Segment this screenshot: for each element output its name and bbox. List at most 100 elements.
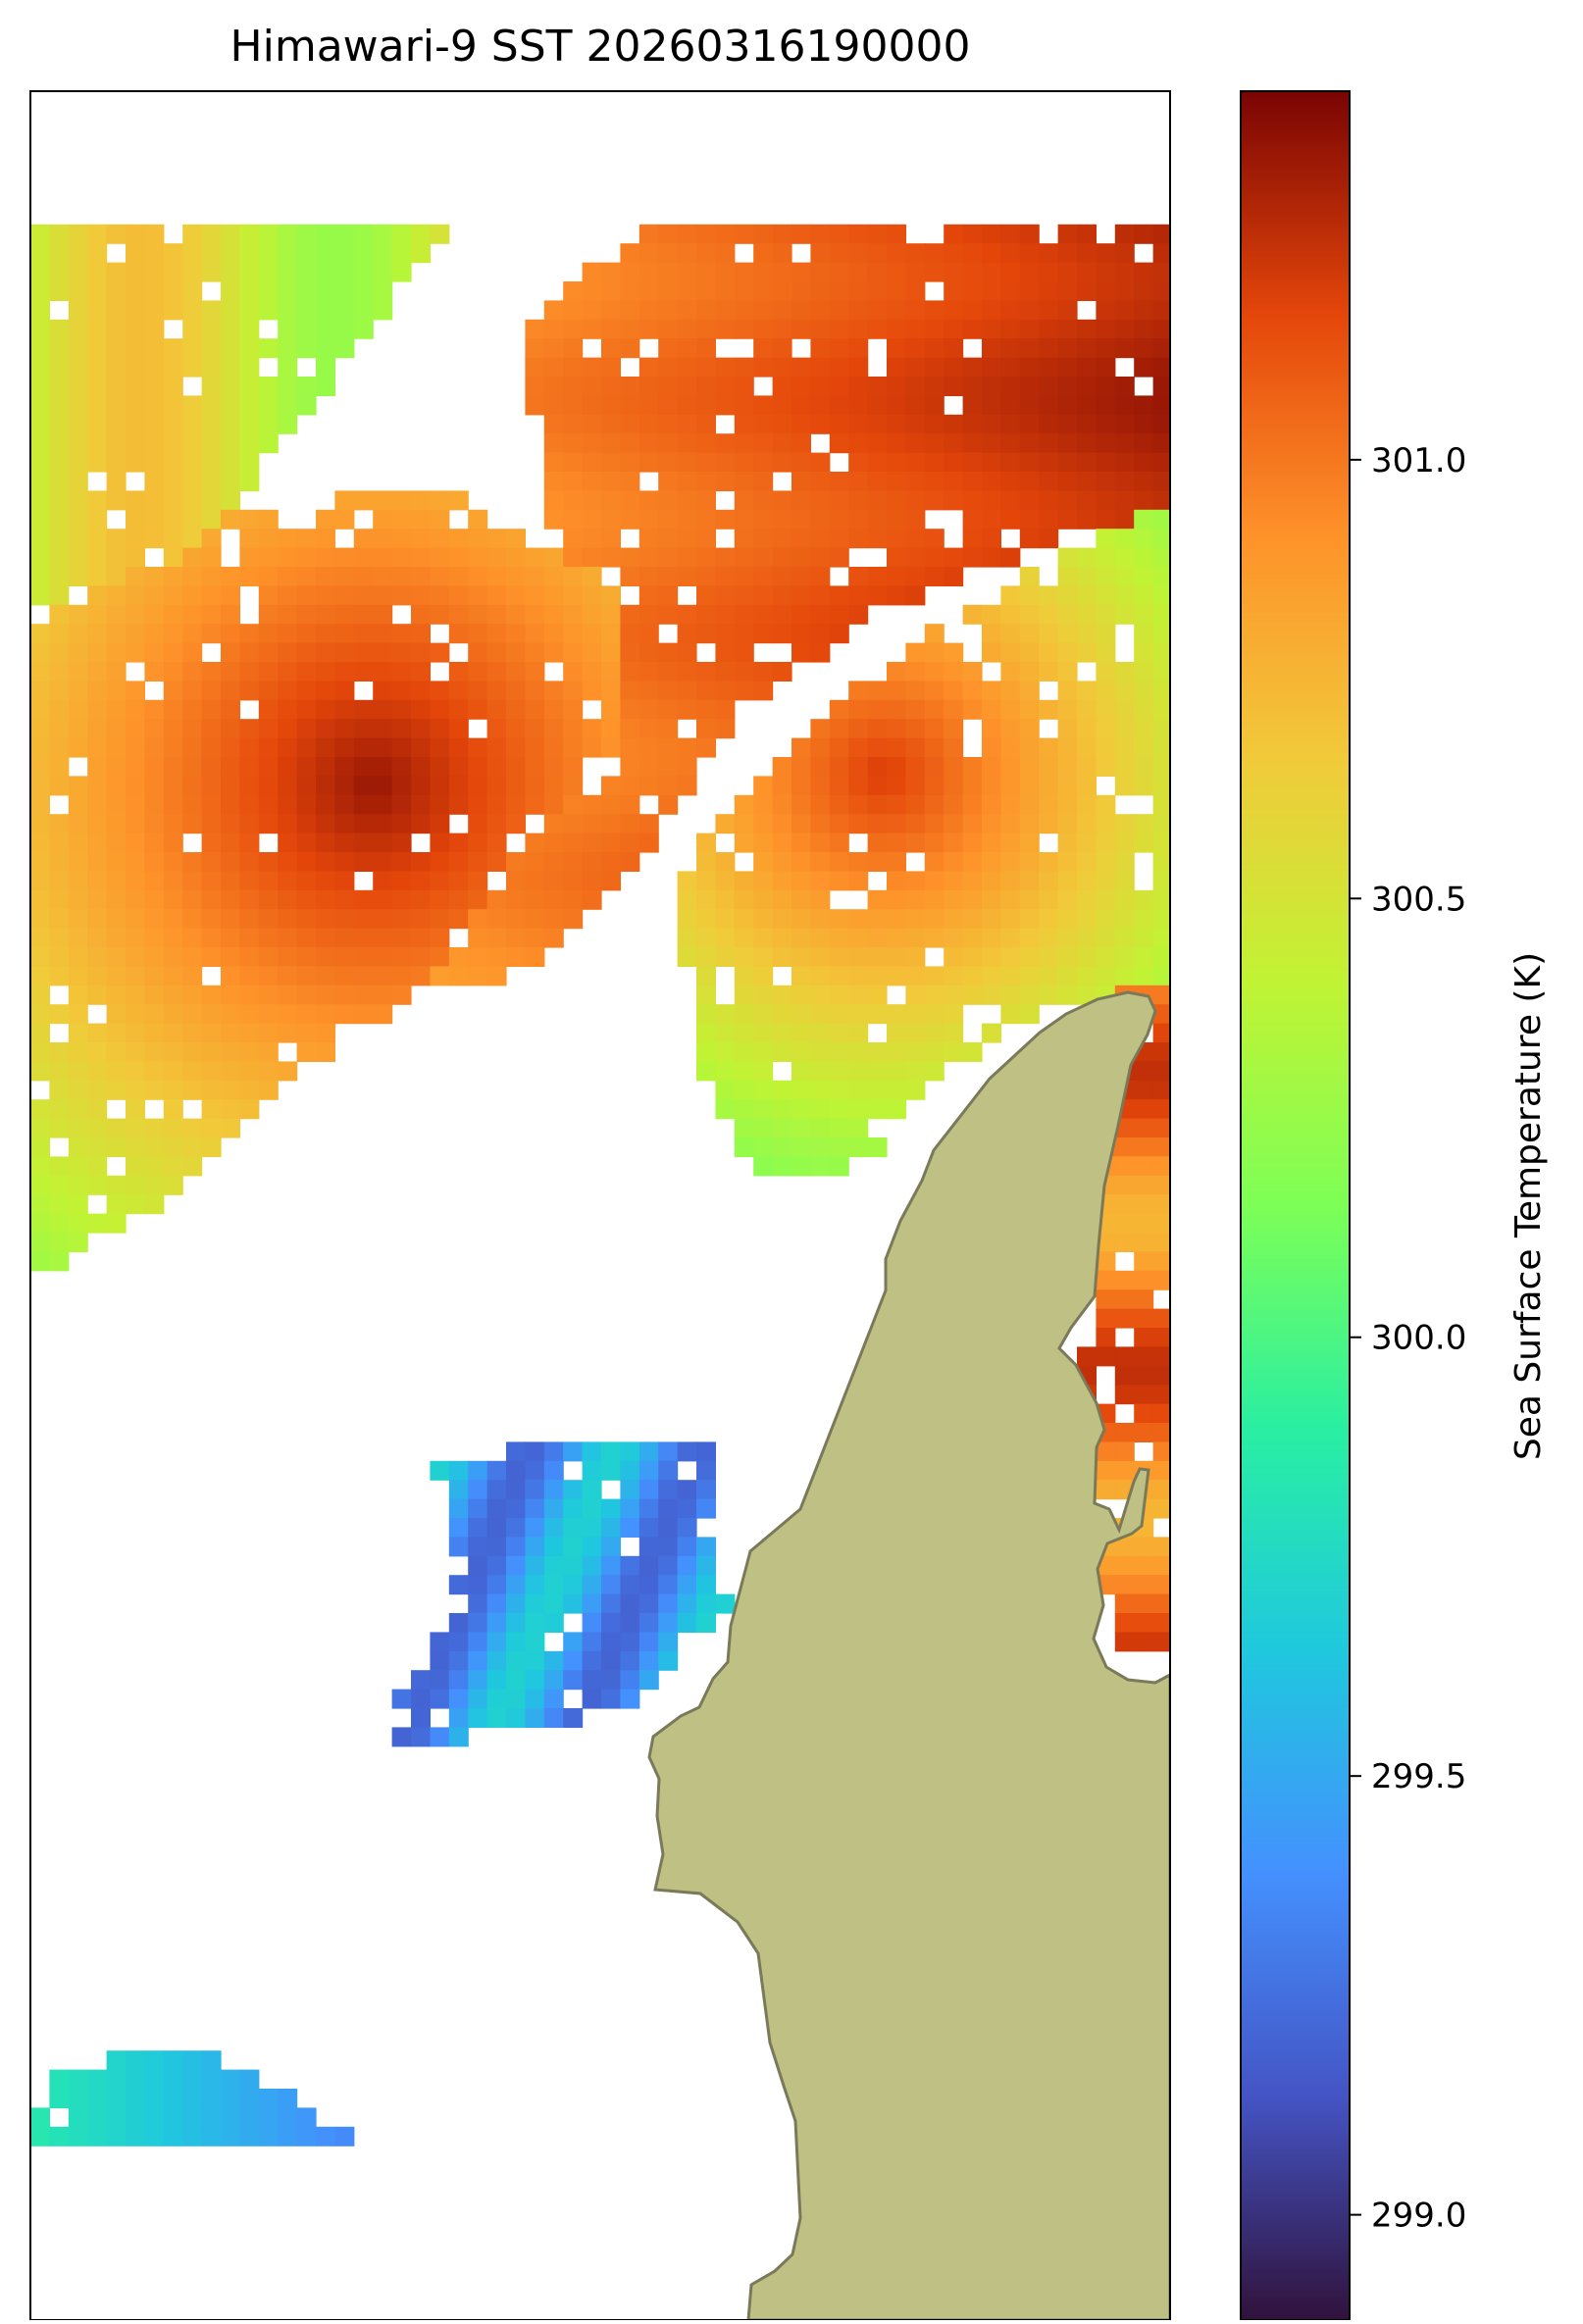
sst-pixel [163,585,183,606]
sst-pixel [905,300,926,321]
sst-pixel [658,776,679,796]
sst-pixel [792,529,811,549]
sst-pixel [792,567,811,586]
sst-pixel [1134,814,1154,834]
sst-pixel [944,757,964,777]
sst-pixel [30,871,50,891]
sst-pixel [962,472,983,491]
sst-pixel [506,1441,526,1462]
sst-pixel [296,1004,317,1025]
sst-pixel [1152,1308,1170,1329]
sst-pixel [486,567,507,586]
sst-pixel [506,624,526,644]
sst-pixel [753,794,774,815]
sst-pixel [1019,529,1040,549]
sst-pixel [182,662,203,682]
sst-pixel [182,547,203,568]
sst-pixel [1096,966,1116,986]
sst-pixel [1019,947,1040,967]
sst-pixel [887,243,906,264]
sst-pixel [1057,395,1078,416]
sst-pixel [715,243,736,264]
sst-pixel [829,319,849,339]
sst-pixel [486,1460,507,1481]
sst-pixel [1096,509,1116,530]
sst-pixel [810,338,831,359]
sst-pixel [49,319,70,339]
sst-pixel [1077,814,1097,834]
sst-pixel [1152,1441,1170,1462]
sst-pixel [411,509,431,530]
sst-pixel [1019,642,1040,663]
sst-pixel [543,1498,564,1519]
sst-pixel [87,1156,108,1177]
sst-pixel [1152,1593,1170,1614]
sst-pixel [848,300,869,321]
sst-pixel [525,1650,545,1671]
sst-pixel [1019,243,1040,264]
sst-pixel [543,833,564,853]
sst-pixel [221,319,240,339]
sst-pixel [30,567,50,586]
sst-pixel [677,529,697,549]
sst-pixel [391,814,412,834]
sst-pixel [182,281,203,301]
sst-pixel [448,719,469,739]
sst-pixel [1096,1460,1116,1481]
sst-pixel [49,928,70,948]
sst-pixel [1077,224,1097,244]
sst-pixel [696,319,716,339]
sst-pixel [278,300,298,321]
sst-pixel [753,433,774,454]
sst-pixel [68,1042,88,1062]
sst-pixel [87,1042,108,1062]
sst-pixel [1077,889,1097,910]
sst-pixel [30,681,50,701]
sst-pixel [848,414,869,434]
sst-pixel [1152,262,1170,282]
sst-pixel [1039,985,1059,1005]
sst-pixel [353,985,374,1005]
sst-pixel [620,1555,640,1576]
sst-pixel [49,509,70,530]
sst-pixel [715,509,736,530]
sst-pixel [982,509,1001,530]
sst-pixel [525,1632,545,1652]
sst-pixel [87,719,108,739]
sst-pixel [1152,1613,1170,1633]
sst-pixel [829,1023,849,1043]
sst-pixel [126,2050,145,2071]
sst-pixel [201,1004,222,1025]
sst-pixel [753,662,774,682]
sst-pixel [944,452,964,473]
sst-pixel [887,472,906,491]
sst-pixel [239,909,260,930]
sst-pixel [543,1460,564,1481]
sst-pixel [867,243,888,264]
sst-pixel [201,2089,222,2108]
sst-pixel [1134,1156,1154,1177]
sst-pixel [68,377,88,396]
sst-pixel [1134,490,1154,511]
sst-pixel [734,281,754,301]
sst-pixel [1114,776,1135,796]
sst-pixel [1114,662,1135,682]
sst-pixel [696,1537,716,1557]
sst-pixel [792,1137,811,1157]
sst-pixel [905,909,926,930]
sst-pixel [696,833,716,853]
sst-pixel [582,1555,602,1576]
sst-pixel [391,490,412,511]
sst-pixel [87,452,108,473]
sst-pixel [696,224,716,244]
sst-pixel [201,1080,222,1100]
sst-pixel [1152,1233,1170,1252]
sst-pixel [1057,662,1078,682]
sst-pixel [1000,871,1021,891]
sst-pixel [924,300,945,321]
sst-pixel [68,1213,88,1234]
sst-pixel [1114,300,1135,321]
sst-pixel [278,909,298,930]
sst-pixel [563,699,584,720]
sst-pixel [924,1061,945,1082]
